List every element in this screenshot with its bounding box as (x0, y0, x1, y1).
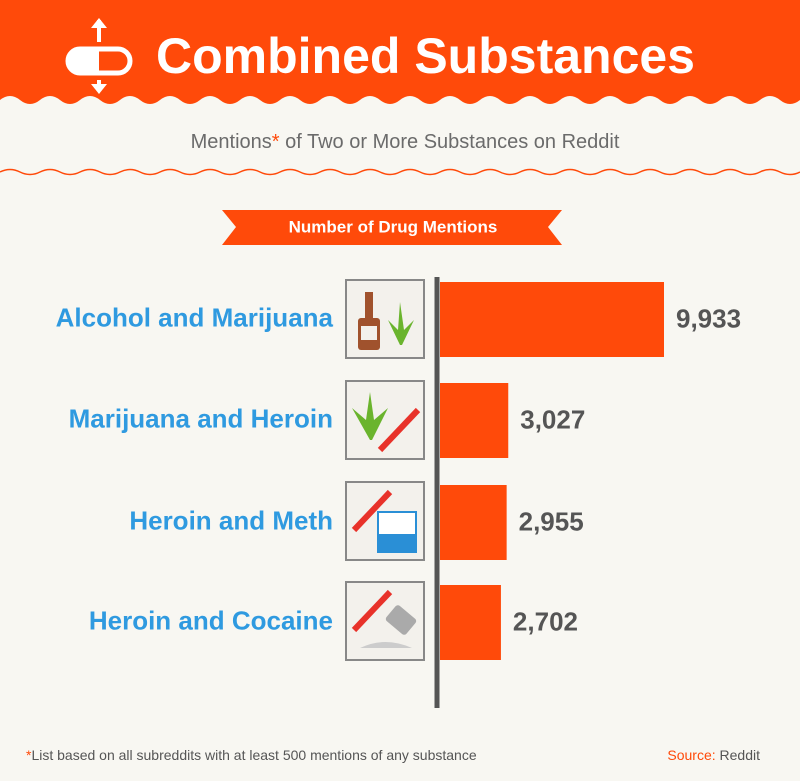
subtitle: Mentions* of Two or More Substances on R… (191, 131, 620, 153)
value-label: 9,933 (676, 303, 741, 333)
value-label: 2,955 (519, 506, 584, 536)
footnote-asterisk: * (26, 747, 32, 763)
category-label: Alcohol and Marijuana (56, 302, 334, 332)
subtitle-asterisk: * (272, 131, 280, 153)
source-name: Reddit (716, 747, 760, 763)
icon-marijuana-heroin (345, 380, 425, 460)
source-label: Source: (667, 747, 715, 763)
bar (440, 585, 501, 660)
footnote-text: List based on all subreddits with at lea… (31, 747, 476, 763)
subtitle-text: of Two or More Substances on Reddit (280, 131, 620, 153)
source: Source: Reddit (667, 747, 760, 763)
axis-label-ribbon (222, 210, 562, 245)
pill-icon (65, 18, 133, 94)
category-label: Heroin and Meth (129, 505, 333, 535)
footnote: *List based on all subreddits with at le… (26, 747, 477, 763)
value-label: 2,702 (513, 606, 578, 636)
bar (440, 383, 509, 458)
chart-title: Combined Substances (156, 28, 695, 84)
subtitle-text: Mentions (191, 131, 272, 153)
category-label: Marijuana and Heroin (69, 403, 333, 433)
header-band (0, 0, 800, 104)
wavy-divider (0, 168, 800, 176)
bar (440, 282, 664, 357)
bar (440, 485, 507, 560)
value-label: 3,027 (520, 404, 585, 434)
category-label: Heroin and Cocaine (89, 605, 333, 635)
icon-heroin-cocaine (345, 581, 425, 661)
axis-label: Number of Drug Mentions (289, 217, 498, 236)
icon-alcohol-marijuana (345, 279, 425, 359)
icon-heroin-meth (345, 481, 425, 561)
